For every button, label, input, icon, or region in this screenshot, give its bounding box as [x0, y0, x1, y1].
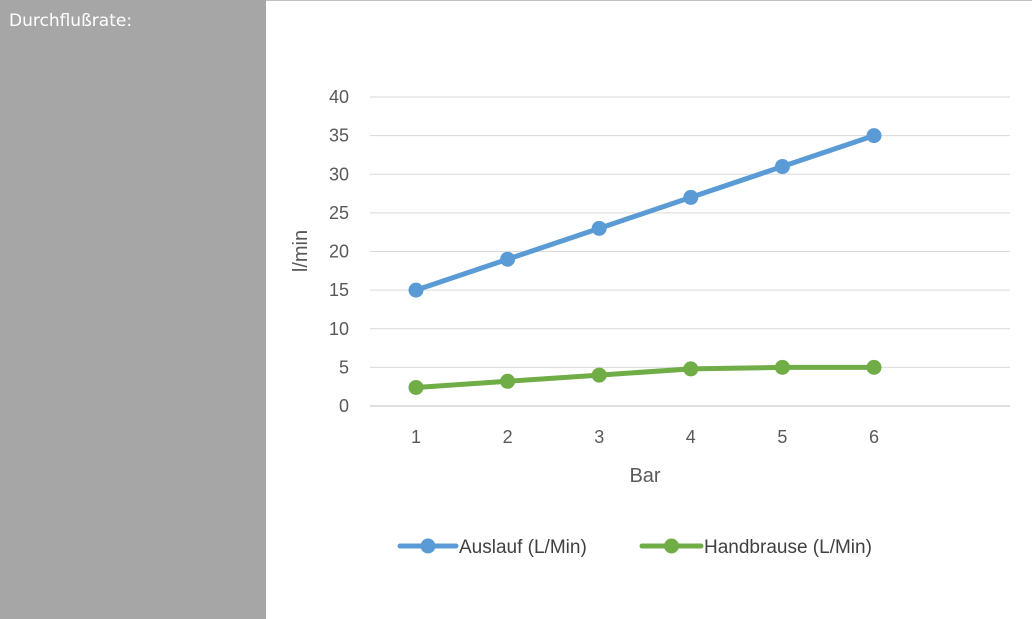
data-point	[500, 373, 516, 389]
data-point	[774, 159, 790, 175]
x-tick-label: 3	[594, 427, 604, 447]
data-point	[774, 359, 790, 375]
series-1	[408, 128, 882, 298]
x-tick-label: 4	[686, 427, 696, 447]
x-tick-labels: 1 2 3 4 5 6	[411, 427, 879, 447]
y-tick-label: 20	[329, 242, 349, 262]
data-point	[683, 189, 699, 205]
y-tick-label: 0	[339, 396, 349, 416]
y-tick-label: 35	[329, 126, 349, 146]
sidebar: Durchflußrate:	[0, 0, 266, 619]
data-point	[591, 220, 607, 236]
legend-label: Auslauf (L/Min)	[459, 537, 587, 558]
series-2	[408, 359, 882, 395]
y-tick-label: 30	[329, 164, 349, 184]
y-tick-label: 25	[329, 203, 349, 223]
y-tick-label: 10	[329, 319, 349, 339]
chart-panel: 0 5 10 15 20 25 30 35 40 1 2 3 4 5 6 l/min Bar Auslau…	[266, 0, 1032, 619]
y-tick-label: 5	[339, 357, 349, 377]
data-point	[683, 361, 699, 377]
series-line	[413, 133, 877, 293]
data-point	[408, 379, 424, 395]
y-tick-label: 40	[329, 87, 349, 107]
y-tick-label: 15	[329, 280, 349, 300]
x-tick-label: 2	[503, 427, 513, 447]
flow-rate-chart: 0 5 10 15 20 25 30 35 40 1 2 3 4 5 6 l/min Bar Auslau…	[290, 87, 1010, 558]
data-point	[408, 282, 424, 298]
x-tick-label: 6	[869, 427, 879, 447]
series-line	[413, 364, 877, 390]
legend-item: Handbrause (L/Min)	[639, 537, 872, 558]
data-point	[866, 128, 882, 144]
legend: Auslauf (L/Min) Handbrause (L/Min)	[397, 537, 872, 558]
x-axis-title: Bar	[629, 465, 660, 487]
y-tick-labels: 0 5 10 15 20 25 30 35 40	[329, 87, 349, 416]
legend-swatch-marker	[664, 538, 679, 554]
x-tick-label: 1	[411, 427, 421, 447]
x-tick-label: 5	[777, 427, 787, 447]
sidebar-label: Durchflußrate:	[9, 11, 133, 31]
series	[408, 128, 882, 395]
y-axis-title: l/min	[290, 230, 312, 272]
legend-label: Handbrause (L/Min)	[704, 537, 872, 558]
gridlines	[370, 96, 1010, 407]
legend-item: Auslauf (L/Min)	[397, 537, 587, 558]
data-point	[866, 359, 882, 375]
data-point	[500, 251, 516, 267]
legend-swatch-marker	[420, 538, 436, 554]
data-point	[591, 367, 607, 383]
